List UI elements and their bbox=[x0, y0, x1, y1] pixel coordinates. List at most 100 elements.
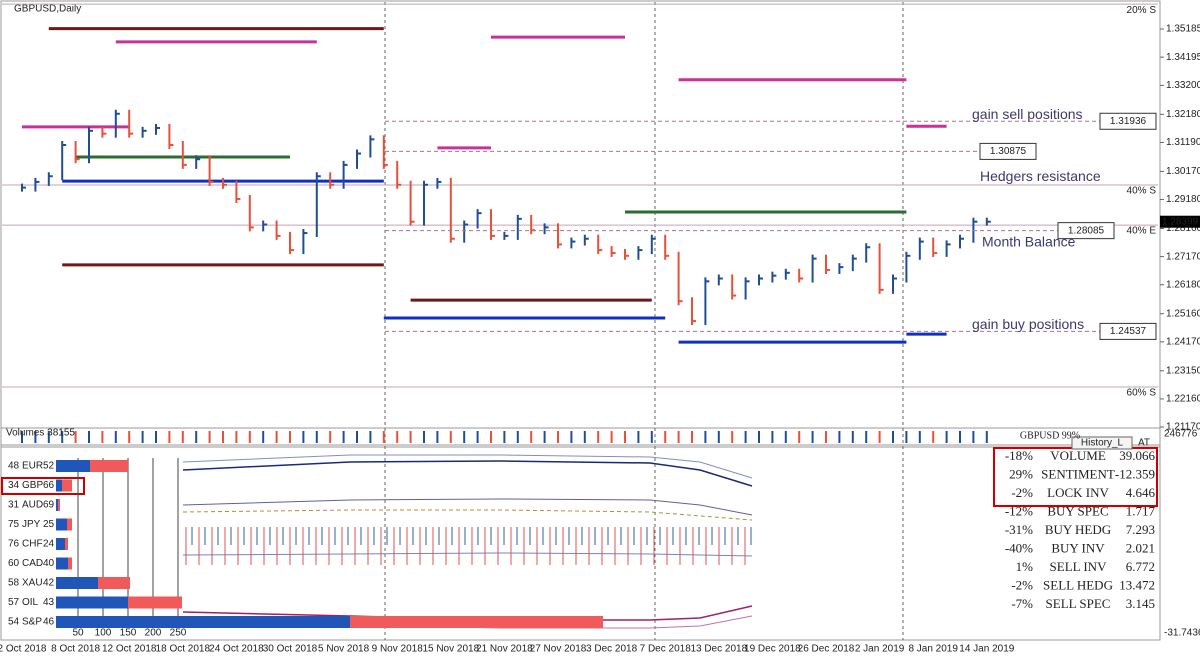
axis-label: 246776 bbox=[1164, 429, 1198, 440]
x-tick-label: 5 Nov 2018 bbox=[318, 644, 370, 655]
x-tick-label: 18 Oct 2018 bbox=[156, 644, 211, 655]
y-tick-label: 1.25160 bbox=[1166, 308, 1200, 319]
buy-bar bbox=[56, 538, 65, 550]
row-pct: -7% bbox=[1011, 596, 1033, 611]
y-tick-label: 1.30170 bbox=[1166, 166, 1200, 177]
currency-code: OIL bbox=[22, 597, 39, 608]
sell-pct: 46 bbox=[43, 617, 55, 628]
y-tick-label: 1.31190 bbox=[1166, 137, 1200, 148]
x-tick-label: 12 Oct 2018 bbox=[102, 644, 157, 655]
level-label: gain buy positions bbox=[972, 316, 1084, 332]
row-pct: -12% bbox=[1005, 503, 1033, 518]
y-tick-label: 1.29180 bbox=[1166, 194, 1200, 205]
price-box bbox=[1099, 322, 1157, 340]
buy-bar bbox=[56, 616, 350, 628]
row-pct: -2% bbox=[1011, 577, 1033, 592]
x-tick-label: 15 Nov 2018 bbox=[422, 644, 479, 655]
y-tick-label: 1.27170 bbox=[1166, 251, 1200, 262]
x-tick-label: 14 Jan 2019 bbox=[959, 644, 1014, 655]
currency-code: GBP bbox=[22, 480, 43, 491]
sell-bar bbox=[67, 518, 72, 531]
sell-bar bbox=[350, 616, 603, 628]
currency-code: AUD bbox=[22, 500, 43, 511]
row-name: BUY SPEC bbox=[1047, 503, 1108, 518]
price-box-label: 1.30875 bbox=[990, 146, 1027, 157]
buy-pct: 48 bbox=[8, 461, 20, 472]
currency-code: JPY bbox=[22, 519, 41, 530]
sell-bar bbox=[128, 596, 182, 609]
sell-pct: 40 bbox=[43, 558, 55, 569]
row-value: 3.145 bbox=[1126, 596, 1155, 611]
row-name: SELL SPEC bbox=[1046, 596, 1111, 611]
row-pct: -40% bbox=[1005, 540, 1033, 555]
symbol-strength: GBPUSD 99% bbox=[1020, 430, 1080, 441]
indicator-histogram bbox=[185, 527, 752, 565]
x-tick-label: 50 bbox=[72, 628, 84, 639]
x-tick-label: 9 Nov 2018 bbox=[372, 644, 424, 655]
sell-bar bbox=[68, 557, 72, 570]
history-button[interactable] bbox=[1071, 436, 1133, 450]
y-tick-label: 1.34195 bbox=[1166, 52, 1200, 63]
x-tick-label: 3 Dec 2018 bbox=[586, 644, 638, 655]
price-box bbox=[1099, 112, 1157, 130]
sell-pct: 69 bbox=[43, 500, 55, 511]
x-tick-label: 8 Oct 2018 bbox=[51, 644, 100, 655]
row-value: 2.021 bbox=[1126, 540, 1155, 555]
x-tick-label: 21 Nov 2018 bbox=[476, 644, 533, 655]
button-label: AT bbox=[1138, 438, 1150, 449]
button-label: History_L bbox=[1081, 438, 1124, 449]
y-tick-label: 1.23150 bbox=[1166, 365, 1200, 376]
mid-band bbox=[182, 498, 753, 516]
buy-pct: 58 bbox=[8, 578, 20, 589]
x-tick-label: 250 bbox=[170, 628, 187, 639]
x-tick-label: 100 bbox=[95, 628, 112, 639]
lock-line bbox=[182, 509, 753, 521]
row-name: LOCK INV bbox=[1047, 485, 1109, 500]
sell-bar bbox=[98, 577, 130, 589]
x-tick-label: 150 bbox=[120, 628, 137, 639]
x-tick-label: 13 Dec 2018 bbox=[690, 644, 747, 655]
buy-bar bbox=[56, 596, 128, 609]
row-value: 39.066 bbox=[1119, 448, 1155, 463]
price-box-label: 1.24537 bbox=[1110, 326, 1147, 337]
row-value: 1.717 bbox=[1126, 503, 1156, 518]
x-tick-label: 19 Dec 2018 bbox=[744, 644, 801, 655]
last-price: 1.28399 bbox=[1162, 216, 1199, 227]
buy-pct: 34 bbox=[8, 480, 20, 491]
sell-pct: 24 bbox=[43, 539, 55, 550]
buy-pct: 76 bbox=[8, 539, 20, 550]
volume-panel bbox=[0, 427, 1161, 446]
zone-label: 40% S bbox=[1127, 186, 1157, 197]
y-tick-label: 1.33200 bbox=[1166, 80, 1200, 91]
row-name: VOLUME bbox=[1050, 448, 1106, 463]
buy-pct: 60 bbox=[8, 558, 20, 569]
row-pct: -18% bbox=[1005, 448, 1033, 463]
highlight-box bbox=[1, 477, 85, 495]
row-value: 13.472 bbox=[1119, 577, 1155, 592]
sell-bar bbox=[65, 538, 68, 550]
x-tick-label: 200 bbox=[145, 628, 162, 639]
sell-bar bbox=[58, 499, 60, 511]
buy-bar bbox=[56, 460, 90, 472]
row-pct: -31% bbox=[1005, 522, 1033, 537]
zone-label: 40% E bbox=[1127, 226, 1157, 237]
y-tick-label: 1.35185 bbox=[1166, 24, 1200, 35]
upper-band bbox=[182, 460, 753, 487]
buy-bar bbox=[56, 577, 98, 589]
price-box-label: 1.28085 bbox=[1068, 225, 1105, 236]
level-label: Month Balance bbox=[982, 233, 1076, 249]
currency-code: EUR bbox=[22, 461, 43, 472]
row-value: -12.359 bbox=[1115, 466, 1155, 481]
row-name: SELL HEDG bbox=[1043, 577, 1113, 592]
sell-pct: 25 bbox=[43, 519, 55, 530]
row-name: SELL INV bbox=[1050, 559, 1108, 574]
low-band bbox=[182, 552, 753, 557]
level-label: gain sell positions bbox=[972, 106, 1083, 122]
price-box-label: 1.31936 bbox=[1110, 116, 1147, 127]
buy-bar bbox=[56, 518, 67, 531]
buy-pct: 54 bbox=[8, 617, 20, 628]
price-box bbox=[1057, 222, 1115, 240]
period-separators bbox=[384, 2, 904, 640]
